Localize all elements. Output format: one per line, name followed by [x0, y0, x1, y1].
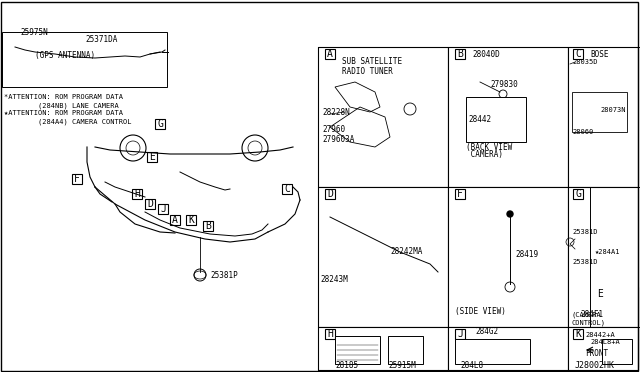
FancyBboxPatch shape	[573, 189, 583, 199]
Text: D: D	[147, 199, 153, 209]
Bar	[335, 336, 380, 364]
Text: 279603A: 279603A	[322, 135, 355, 144]
Text: D: D	[327, 189, 333, 199]
Bar	[2, 32, 167, 87]
Text: CONTROL): CONTROL)	[572, 319, 606, 326]
Bar	[568, 47, 638, 187]
FancyBboxPatch shape	[170, 215, 180, 225]
Text: G: G	[157, 119, 163, 129]
Text: 25915M: 25915M	[388, 361, 416, 370]
Text: K: K	[188, 215, 194, 225]
Text: 284G2: 284G2	[475, 327, 498, 336]
Text: E: E	[597, 289, 603, 299]
Text: (SIDE VIEW): (SIDE VIEW)	[455, 307, 506, 316]
Text: 28242MA: 28242MA	[390, 247, 422, 256]
Text: B: B	[457, 49, 463, 59]
Text: 25381D: 25381D	[572, 229, 598, 235]
Text: 25975N: 25975N	[20, 28, 48, 37]
Text: J: J	[160, 204, 166, 214]
FancyBboxPatch shape	[573, 49, 583, 59]
Text: BOSE: BOSE	[590, 50, 609, 59]
Bar	[572, 92, 627, 132]
Text: A: A	[327, 49, 333, 59]
Text: *ATTENTION: ROM PROGRAM DATA
        (284NB) LANE CAMERA: *ATTENTION: ROM PROGRAM DATA (284NB) LAN…	[4, 94, 123, 109]
Text: ★ATTENTION: ROM PROGRAM DATA
        (284A4) CAMERA CONTROL: ★ATTENTION: ROM PROGRAM DATA (284A4) CAM…	[4, 110, 131, 125]
Bar	[568, 327, 638, 370]
FancyBboxPatch shape	[147, 152, 157, 162]
Text: 28442+A: 28442+A	[585, 332, 615, 338]
Text: K: K	[575, 329, 581, 339]
Text: 284L8: 284L8	[460, 361, 483, 370]
Text: (GPS ANTENNA): (GPS ANTENNA)	[35, 51, 95, 60]
Text: 28419: 28419	[515, 250, 538, 259]
Text: 28060: 28060	[572, 129, 593, 135]
FancyBboxPatch shape	[132, 189, 142, 199]
FancyBboxPatch shape	[455, 189, 465, 199]
Text: G: G	[575, 189, 581, 199]
FancyBboxPatch shape	[573, 329, 583, 339]
Bar	[318, 47, 448, 187]
Text: 28035D: 28035D	[572, 59, 598, 65]
FancyBboxPatch shape	[595, 289, 605, 299]
FancyBboxPatch shape	[186, 215, 196, 225]
Text: SUB SATELLITE
RADIO TUNER: SUB SATELLITE RADIO TUNER	[342, 57, 402, 76]
Text: 28185: 28185	[335, 361, 358, 370]
Text: F: F	[74, 174, 80, 184]
FancyBboxPatch shape	[455, 49, 465, 59]
Text: B: B	[205, 221, 211, 231]
Text: C: C	[284, 184, 290, 194]
Text: 284L8+A: 284L8+A	[590, 339, 620, 345]
Bar	[318, 327, 448, 370]
Text: H: H	[134, 189, 140, 199]
Text: 25381D: 25381D	[572, 259, 598, 265]
FancyBboxPatch shape	[145, 199, 155, 209]
Text: CAMERA): CAMERA)	[466, 150, 503, 159]
Text: (CAMERA: (CAMERA	[572, 312, 602, 318]
Text: FRONT: FRONT	[585, 349, 608, 358]
Text: 25381P: 25381P	[210, 272, 237, 280]
Text: 28040D: 28040D	[472, 50, 500, 59]
FancyBboxPatch shape	[325, 189, 335, 199]
Bar	[466, 97, 526, 142]
FancyBboxPatch shape	[325, 49, 335, 59]
Text: E: E	[149, 152, 155, 162]
Text: J28002HK: J28002HK	[575, 361, 615, 370]
Text: 25371DA: 25371DA	[85, 35, 117, 44]
Bar	[602, 339, 632, 364]
Bar	[455, 339, 530, 364]
FancyBboxPatch shape	[455, 329, 465, 339]
Bar	[448, 187, 568, 327]
Bar	[590, 287, 638, 367]
Bar	[448, 327, 568, 370]
Text: C: C	[575, 49, 581, 59]
Bar	[318, 187, 448, 327]
Bar	[568, 187, 638, 327]
Text: 28073N: 28073N	[600, 107, 625, 113]
Text: F: F	[457, 189, 463, 199]
FancyBboxPatch shape	[155, 119, 165, 129]
Text: A: A	[172, 215, 178, 225]
FancyBboxPatch shape	[203, 221, 213, 231]
FancyBboxPatch shape	[282, 184, 292, 194]
Bar	[388, 336, 423, 364]
Bar	[448, 47, 568, 187]
FancyBboxPatch shape	[325, 329, 335, 339]
Text: J: J	[457, 329, 463, 339]
Text: 28228N: 28228N	[322, 108, 349, 117]
Text: 279830: 279830	[490, 80, 518, 89]
Text: 284F1: 284F1	[580, 310, 603, 319]
FancyBboxPatch shape	[158, 204, 168, 214]
Text: H: H	[327, 329, 333, 339]
Circle shape	[507, 211, 513, 217]
Text: 28243M: 28243M	[320, 275, 348, 284]
Text: (BACK VIEW: (BACK VIEW	[466, 143, 512, 152]
FancyBboxPatch shape	[72, 174, 82, 184]
Text: 27960: 27960	[322, 125, 345, 134]
Text: ★284A1: ★284A1	[595, 249, 621, 255]
Text: 28442: 28442	[468, 115, 491, 124]
